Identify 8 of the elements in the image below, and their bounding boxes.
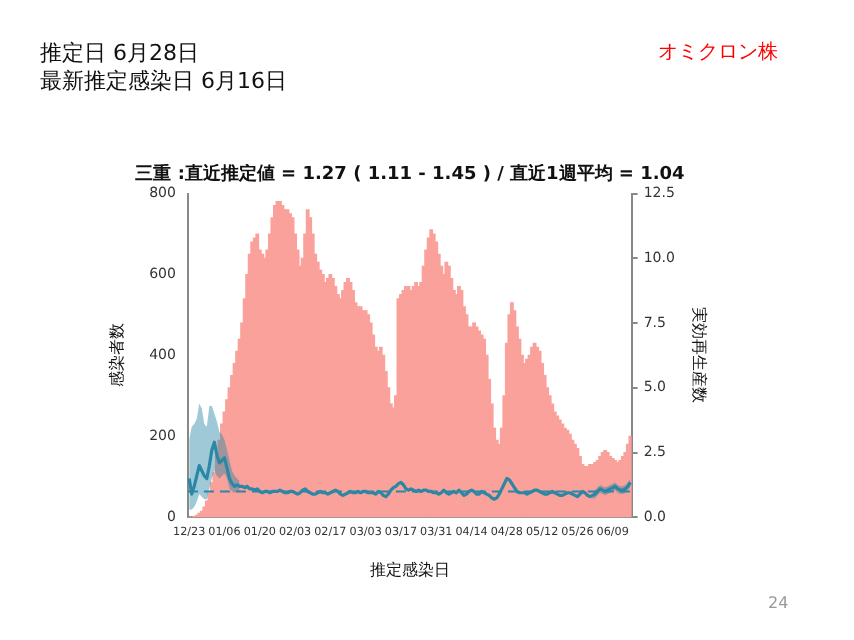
text: 最新推定感染日 6月16日 <box>40 66 287 96</box>
text: 24 <box>768 594 789 612</box>
x-axis-title: 推定感染日 <box>369 560 450 579</box>
text: オミクロン株 <box>658 39 778 66</box>
y-axis-title: 感染者数 <box>107 323 126 388</box>
chart-title: 三重 :直近推定値 = 1.27 ( 1.11 - 1.45 ) / 直近1週平均 = 1.04 <box>135 163 685 186</box>
y2-axis-title: 実効再生産数 <box>690 307 709 404</box>
text: 推定日 6月28日 <box>40 38 199 68</box>
